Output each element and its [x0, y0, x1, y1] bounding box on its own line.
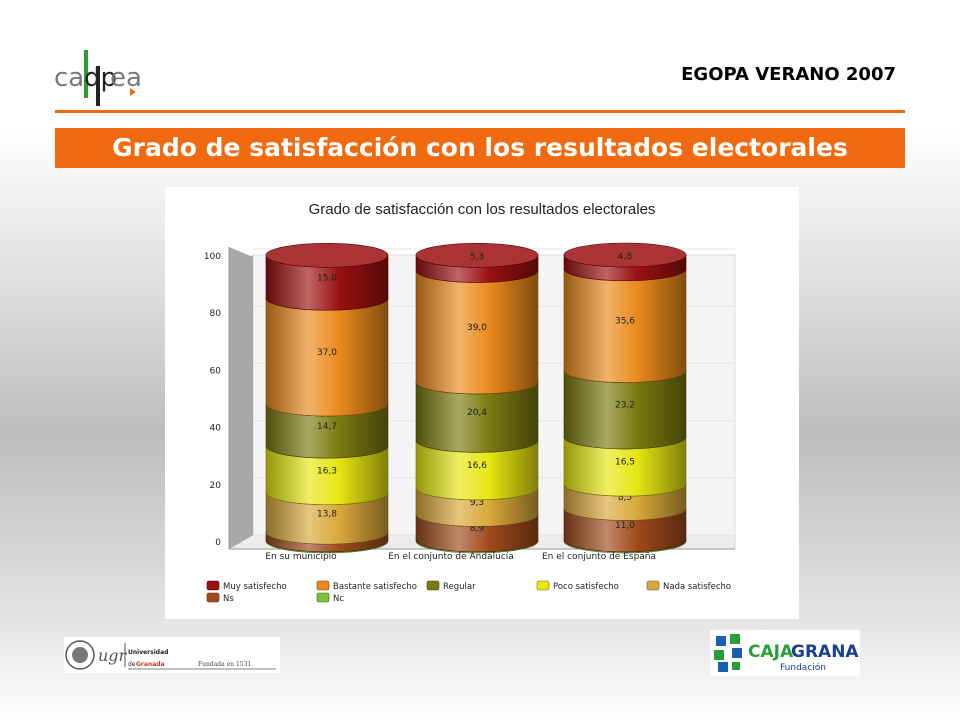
- legend-swatch: [426, 580, 440, 591]
- x-tick-label: En el conjunto de España: [542, 552, 656, 562]
- bar-segment-top: [563, 242, 687, 268]
- plot-side-wall-shade: [229, 247, 253, 549]
- data-label: 16,5: [615, 457, 635, 467]
- data-label: 4,8: [618, 252, 633, 262]
- legend-swatch: [316, 592, 330, 603]
- y-tick-label: 60: [210, 366, 222, 376]
- caja-name-2: GRANADA: [791, 642, 860, 662]
- header-title: EGOPA VERANO 2007: [681, 64, 896, 85]
- chart-panel: Grado de satisfacción con los resultados…: [165, 187, 799, 619]
- legend-swatch: [536, 580, 550, 591]
- university-seal-icon: [65, 640, 95, 670]
- ugr-mark: ugr: [98, 646, 128, 665]
- bar-segment-top: [265, 242, 389, 268]
- data-label: 5,3: [470, 252, 484, 262]
- y-tick-label: 0: [215, 538, 221, 548]
- header-divider: [55, 110, 905, 113]
- data-label: 14,7: [317, 422, 337, 432]
- x-tick-label: En su municipio: [265, 552, 337, 562]
- data-label: 16,6: [467, 461, 487, 471]
- data-label: 23,2: [615, 401, 635, 411]
- y-tick-label: 80: [210, 309, 222, 319]
- y-tick-label: 20: [210, 481, 222, 491]
- cajagranada-fundacion-logo: CAJA GRANADA Fundación: [710, 630, 887, 676]
- logo-text-ea: ea: [110, 63, 142, 93]
- ugr-line1: Universidad: [128, 649, 168, 656]
- ugr-line2: Granada: [136, 661, 165, 668]
- data-label: 15,0: [317, 274, 337, 284]
- legend-label: Nada satisfecho: [663, 582, 731, 592]
- page-banner-title: Grado de satisfacción con los resultados…: [55, 128, 905, 168]
- data-label: 20,4: [467, 408, 487, 418]
- data-label: 11,0: [615, 521, 635, 531]
- legend-label: Poco satisfecho: [553, 582, 619, 592]
- logo-text-ca: ca: [54, 63, 84, 93]
- caja-name-1: CAJA: [748, 642, 794, 662]
- data-label: 39,0: [467, 323, 487, 333]
- legend-swatch: [206, 580, 220, 591]
- data-label: 16,3: [317, 466, 337, 476]
- logo-text-dp: dp: [84, 63, 117, 93]
- bar-segment-top: [415, 242, 539, 268]
- legend-swatch: [206, 592, 220, 603]
- data-label: 8,5: [618, 493, 632, 503]
- y-tick-label: 40: [210, 424, 222, 434]
- chart-title: Grado de satisfacción con los resultados…: [309, 201, 656, 218]
- cajagranada-flower-icon: [714, 634, 742, 672]
- data-label: 13,8: [317, 509, 337, 519]
- legend-label: Bastante satisfecho: [333, 582, 417, 592]
- data-label: 37,0: [317, 348, 337, 358]
- legend-swatch: [316, 580, 330, 591]
- stacked-cylinder-chart: Grado de satisfacción con los resultados…: [204, 201, 736, 604]
- legend-label: Ns: [223, 594, 234, 604]
- legend-label: Nc: [333, 594, 344, 604]
- legend-label: Muy satisfecho: [223, 582, 287, 592]
- caja-sub: Fundación: [780, 662, 826, 673]
- universidad-granada-logo: ugr Universidad de Granada Fundada en 15…: [64, 637, 280, 673]
- data-label: 9,3: [470, 498, 484, 508]
- legend-swatch: [646, 580, 660, 591]
- cadpea-logo: ca dp ea: [48, 48, 146, 110]
- x-tick-label: En el conjunto de Andalucía: [388, 552, 513, 562]
- y-tick-label: 100: [204, 252, 221, 262]
- ugr-line2-prefix: de: [128, 661, 136, 668]
- legend-label: Regular: [443, 582, 476, 592]
- ugr-founded: Fundada en 1531: [198, 661, 251, 668]
- data-label: 35,6: [615, 317, 635, 327]
- data-label: 8,9: [470, 524, 485, 534]
